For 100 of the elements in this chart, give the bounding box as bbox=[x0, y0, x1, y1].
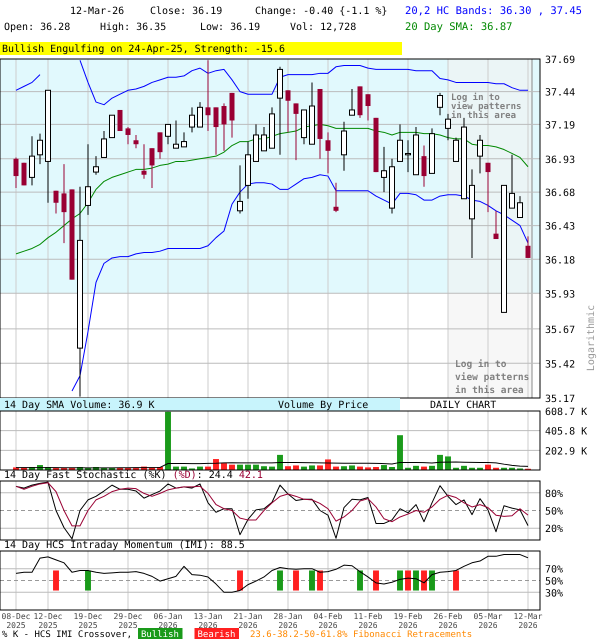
bar bbox=[181, 466, 187, 470]
chart-title: 14 Day HCS Intraday Momentum (IMI): 88.5 bbox=[4, 540, 245, 551]
y-tick-label: 30% bbox=[545, 588, 564, 600]
bar bbox=[397, 435, 403, 470]
bar bbox=[269, 466, 275, 470]
x-tick-label: 06-Jan 2026 bbox=[154, 612, 183, 630]
bar bbox=[485, 464, 491, 470]
y-tick-label: 36.68 bbox=[545, 188, 576, 200]
text: 20 Day SMA: 36.87 bbox=[405, 21, 512, 33]
candlestick bbox=[173, 120, 179, 149]
candlestick bbox=[286, 90, 290, 133]
text: Low: 36.19 bbox=[200, 22, 260, 33]
candlestick bbox=[206, 60, 210, 132]
text: Open: 36.28 bbox=[4, 22, 70, 33]
bar bbox=[421, 466, 427, 470]
text: Bearish bbox=[198, 630, 236, 640]
x-tick-label: 13-Jan 2026 bbox=[194, 612, 223, 630]
candlestick bbox=[126, 126, 130, 145]
candlestick bbox=[14, 156, 18, 189]
candlestick bbox=[294, 102, 298, 161]
x-tick-label: 26-Feb 2026 bbox=[434, 612, 463, 630]
bar bbox=[261, 466, 267, 470]
bar bbox=[229, 464, 235, 470]
candlestick bbox=[109, 114, 115, 138]
bar bbox=[245, 464, 251, 470]
annotation: Volume By Price bbox=[278, 400, 368, 411]
candlestick bbox=[85, 144, 91, 216]
text: Vol: 12,728 bbox=[290, 22, 356, 33]
candlestick bbox=[526, 236, 530, 258]
candlestick bbox=[405, 140, 411, 173]
candlestick bbox=[158, 132, 162, 160]
y-tick-label: 35.93 bbox=[545, 289, 576, 300]
y-tick-label: 70% bbox=[545, 564, 564, 576]
x-tick-label: 11-Feb 2026 bbox=[354, 612, 383, 630]
text: Bullish Engulfing on 24-Apr-25, Strength: -15.6 bbox=[2, 44, 285, 55]
chart-title: 12-Mar-26 bbox=[70, 6, 124, 17]
text: Change: -0.40 {-1.1 %} bbox=[255, 6, 388, 17]
line-series bbox=[16, 554, 528, 593]
series-label: (%K) bbox=[136, 470, 167, 481]
x-tick-label: 29-Dec 2025 bbox=[114, 612, 143, 630]
y-tick-label: 50% bbox=[545, 576, 564, 588]
text: Bullish bbox=[141, 630, 179, 640]
candlestick bbox=[366, 94, 370, 121]
bar bbox=[285, 466, 291, 470]
text: 20,2 HC Bands: 36.30 , 37.45 bbox=[405, 5, 582, 17]
candlestick bbox=[101, 130, 107, 158]
x-tick-label: 12-Mar 2026 bbox=[514, 612, 543, 630]
candlestick bbox=[341, 121, 347, 172]
y-tick-label: 36.93 bbox=[545, 154, 576, 166]
text: Close: 36.19 bbox=[150, 6, 222, 17]
candlestick bbox=[54, 190, 58, 214]
line-series bbox=[72, 174, 528, 392]
bar bbox=[357, 466, 363, 470]
text: 23.6-38.2-50-61.8% Fibonacci Retracements bbox=[250, 630, 472, 640]
candlestick bbox=[494, 210, 498, 240]
candlestick bbox=[189, 106, 195, 133]
candlestick bbox=[486, 162, 490, 213]
candlestick bbox=[29, 136, 35, 186]
candlestick bbox=[142, 144, 146, 180]
candlestick bbox=[93, 156, 99, 176]
candlestick bbox=[422, 145, 426, 188]
x-tick-label: 05-Mar 2026 bbox=[474, 612, 503, 630]
y-tick-label: 608.7 K bbox=[545, 407, 588, 418]
annotation: 42.1 bbox=[232, 470, 263, 481]
y-tick-label: 35.17 bbox=[545, 394, 576, 405]
bar bbox=[277, 454, 283, 470]
bar bbox=[197, 466, 203, 470]
bar bbox=[205, 466, 211, 470]
x-tick-label: 28-Jan 2026 bbox=[274, 612, 303, 630]
candlestick bbox=[517, 196, 523, 218]
y-tick-label: 37.44 bbox=[545, 88, 576, 99]
candlestick bbox=[437, 92, 443, 116]
x-tick-label: 04-Feb 2026 bbox=[314, 612, 343, 630]
y-tick-label: 37.19 bbox=[545, 120, 576, 132]
candlestick bbox=[334, 182, 338, 213]
series-label: (%D) bbox=[166, 470, 197, 481]
y-tick-label: 35.42 bbox=[545, 359, 576, 370]
candlestick bbox=[509, 154, 515, 209]
candlestick bbox=[326, 132, 330, 174]
bar bbox=[237, 464, 243, 470]
annotation: Log in to view patterns in this area bbox=[451, 92, 522, 121]
y-tick-label: 36.43 bbox=[545, 222, 576, 233]
y-tick-label: 37.69 bbox=[545, 55, 576, 66]
candlestick bbox=[197, 102, 203, 128]
line-series bbox=[16, 124, 528, 254]
candlestick bbox=[165, 124, 171, 145]
bar bbox=[437, 454, 443, 470]
x-tick-label: 12-Dec 2025 bbox=[34, 612, 63, 630]
bar bbox=[173, 466, 179, 470]
text: High: 36.35 bbox=[100, 22, 166, 33]
candlestick bbox=[150, 148, 154, 189]
x-tick-label: 19-Dec 2025 bbox=[74, 612, 103, 630]
candlestick bbox=[214, 106, 218, 156]
y-tick-label: 202.9 K bbox=[545, 446, 588, 458]
y-tick-label: 35.67 bbox=[545, 324, 576, 336]
candlestick bbox=[62, 164, 66, 244]
chart-title: 14 Day Fast Stochastic bbox=[4, 470, 136, 481]
line-series bbox=[16, 482, 528, 526]
candlestick bbox=[397, 124, 403, 162]
y-tick-label: 36.18 bbox=[545, 255, 576, 266]
